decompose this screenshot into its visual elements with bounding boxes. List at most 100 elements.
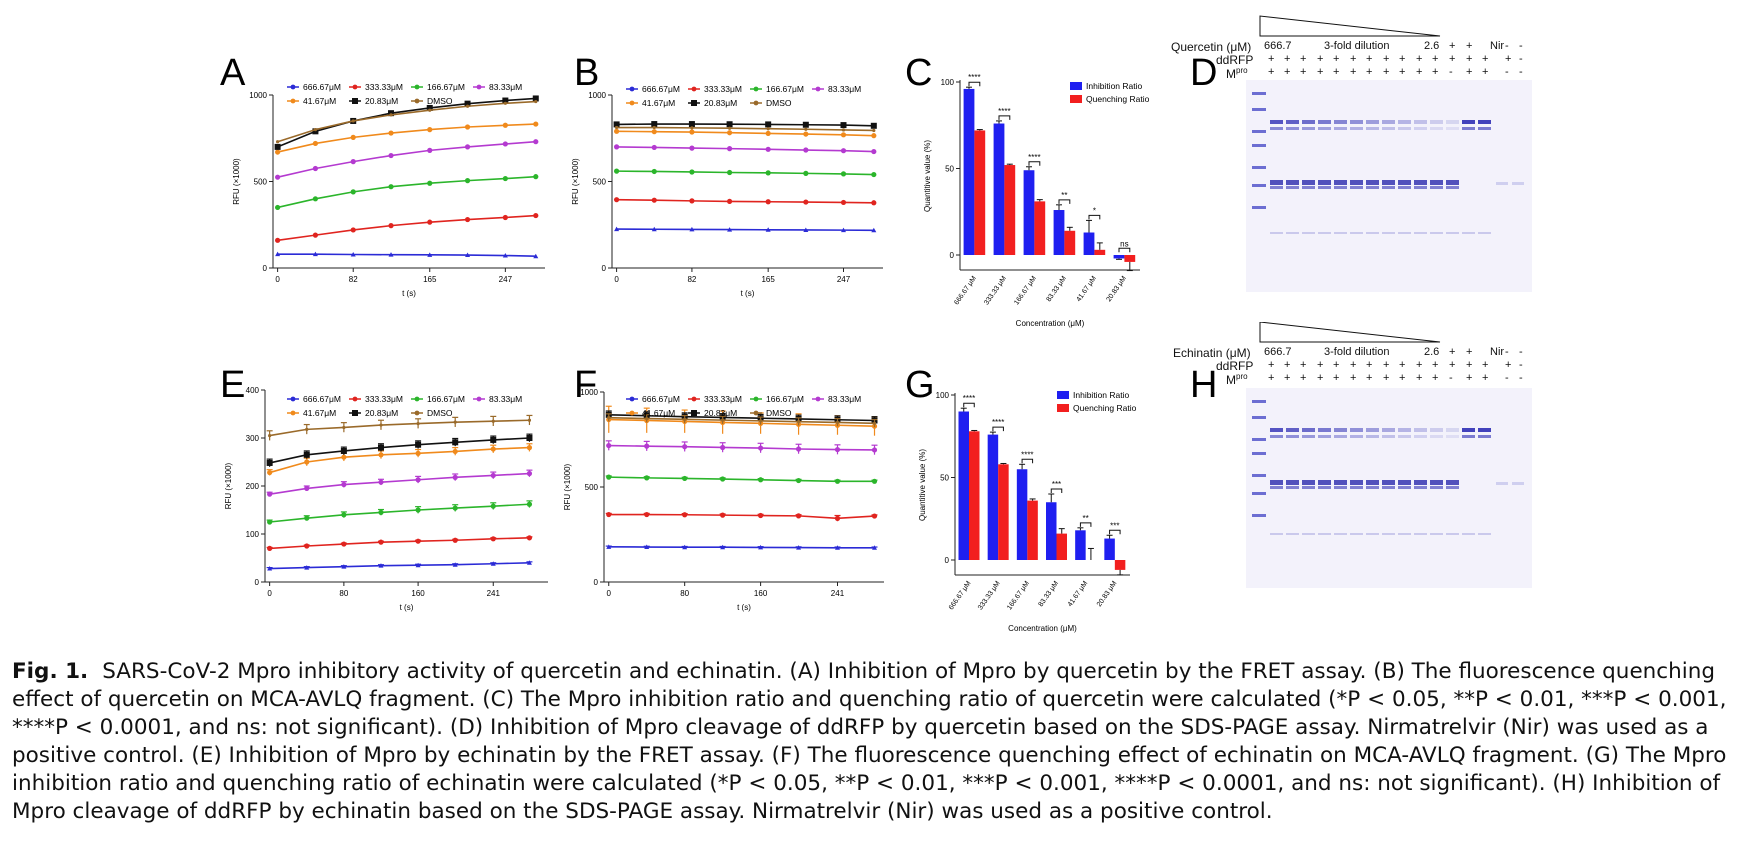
chart-b-y-tick-label: 0 [602,264,607,273]
chart-f-data-point [795,513,802,519]
gel-h-upper-band [1366,435,1379,438]
chart-b-y-tick-label: 500 [593,178,607,187]
gel-lane-sign: + [1317,372,1324,384]
gel-lane-sign: - [1505,40,1509,52]
chart-f-legend-label: DMSO [766,408,792,418]
chart-b-data-point [871,171,877,178]
gel-d-lower-band [1334,180,1347,185]
gel-lane-sign: - [1519,66,1523,78]
chart-b-legend-label: 83.33μM [828,84,861,94]
chart-a-legend-marker [352,98,358,104]
gel-d-upper-band [1414,120,1427,124]
gel-h-faint-band [1366,533,1379,535]
chart-g-legend-swatch [1057,404,1069,412]
chart-f-data-point [759,419,763,423]
chart-g-significance-bracket [1050,488,1063,493]
gel-h-upper-band [1446,435,1459,438]
gel-lane-sign: + [1333,66,1340,78]
gel-lane-sign: + [1466,53,1473,65]
gel-d-upper-band [1318,120,1331,124]
chart-a-data-point [502,175,508,182]
chart-a-legend-marker [476,84,482,90]
gel-d-lower-band [1302,186,1315,189]
gel-h-upper-band [1334,435,1347,438]
gel-d-lower-band [1302,180,1315,185]
chart-e-data-point [526,435,533,441]
gel-h-faint-band [1478,533,1491,535]
chart-g-bar [1056,533,1067,560]
chart-a-data-point [274,143,281,150]
chart-c-significance-bracket [968,81,981,87]
chart-a-data-point [350,159,356,165]
gel-lane-sign: - [1519,346,1523,358]
gel-h-upper-band [1350,435,1363,438]
chart-c-significance-label: **** [998,107,1010,116]
chart-a-data-point [275,237,281,243]
chart-e-data-point [490,436,497,443]
gel-lane-sign: + [1449,53,1456,65]
chart-a-data-point [502,214,508,221]
chart-e-legend-marker [290,396,296,402]
chart-b-series-line [616,126,874,132]
chart-a-data-point [350,134,356,140]
gel-d-upper-band [1430,127,1443,130]
gel-lane-sign: + [1350,66,1357,78]
gel-d-faint-band [1496,182,1508,185]
chart-b-data-point [871,200,877,206]
gel-h-ladder-band [1252,452,1266,455]
chart-a-data-point [275,149,281,155]
chart-c-bar [963,88,975,255]
chart-c-bar [1113,255,1125,259]
chart-f: 0 500 1000 0 80 160 241 t (s) RFU (×1000) 666.67μ… [0,0,900,625]
chart-e-data-point [267,566,273,571]
chart-a-data-point [502,122,508,128]
gel-h-upper-band [1286,428,1299,432]
chart-b-data-point [726,146,733,152]
gel-d-upper-band [1334,127,1347,130]
chart-f-data-point [606,544,612,549]
gel-h-upper-band [1446,428,1459,432]
chart-b-data-point [689,169,695,175]
figure-caption-text: SARS-CoV-2 Mpro inhibitory activity of q… [12,659,1727,824]
chart-e-series-line [269,419,530,437]
chart-b-legend: 666.67μM 333.33μM 166.67μM 83.33μM 41.67μM 20… [626,84,861,108]
chart-a-data-point [533,212,539,219]
gel-d-image [1246,80,1532,292]
gel-h-faint-band [1430,533,1443,535]
chart-e-data-point [452,537,458,543]
chart-a-data-point [388,223,394,229]
chart-b-y-tick-label: 1000 [588,91,606,100]
chart-b-data-point [651,144,657,151]
chart-g-y-label: Quantitive value (%) [918,449,927,521]
gel-lane-sign: + [1300,66,1307,78]
gel-h-ladder-band [1252,492,1266,495]
chart-e-series-line [269,446,530,474]
gel-d-upper-band [1462,127,1475,130]
chart-f-data-point [795,477,802,484]
chart-e-data-point [378,479,384,485]
chart-b-data-point [651,121,658,128]
chart-a-data-point [533,253,539,259]
chart-b-legend-marker [691,86,697,92]
chart-g-legend-swatch [1057,391,1069,399]
chart-f-data-point [872,545,878,550]
chart-a-data-point [312,232,319,238]
chart-f-legend-label: 166.67μM [766,394,804,404]
chart-e-data-point [268,434,272,438]
gel-d-upper-band [1382,127,1395,130]
gel-d-header [1259,15,1441,37]
chart-b-data-point [651,129,657,135]
gel-h-upper-band [1350,428,1363,432]
gel-h-lower-band [1398,480,1411,485]
chart-f-data-point [796,420,801,424]
chart-e-data-point [452,505,458,511]
chart-a-data-point [533,174,539,180]
gel-h-faint-band [1496,482,1508,485]
chart-b-data-point [689,198,695,204]
chart-g-bar [1114,560,1126,570]
chart-a-data-point [503,101,507,105]
chart-b-data-point [690,126,694,130]
chart-a-series-line [277,253,536,258]
chart-e: 0 100 200 300 400 0 80 160 241 t (s) RFU (×1000) 66… [0,0,560,625]
chart-f-data-point [871,447,878,453]
